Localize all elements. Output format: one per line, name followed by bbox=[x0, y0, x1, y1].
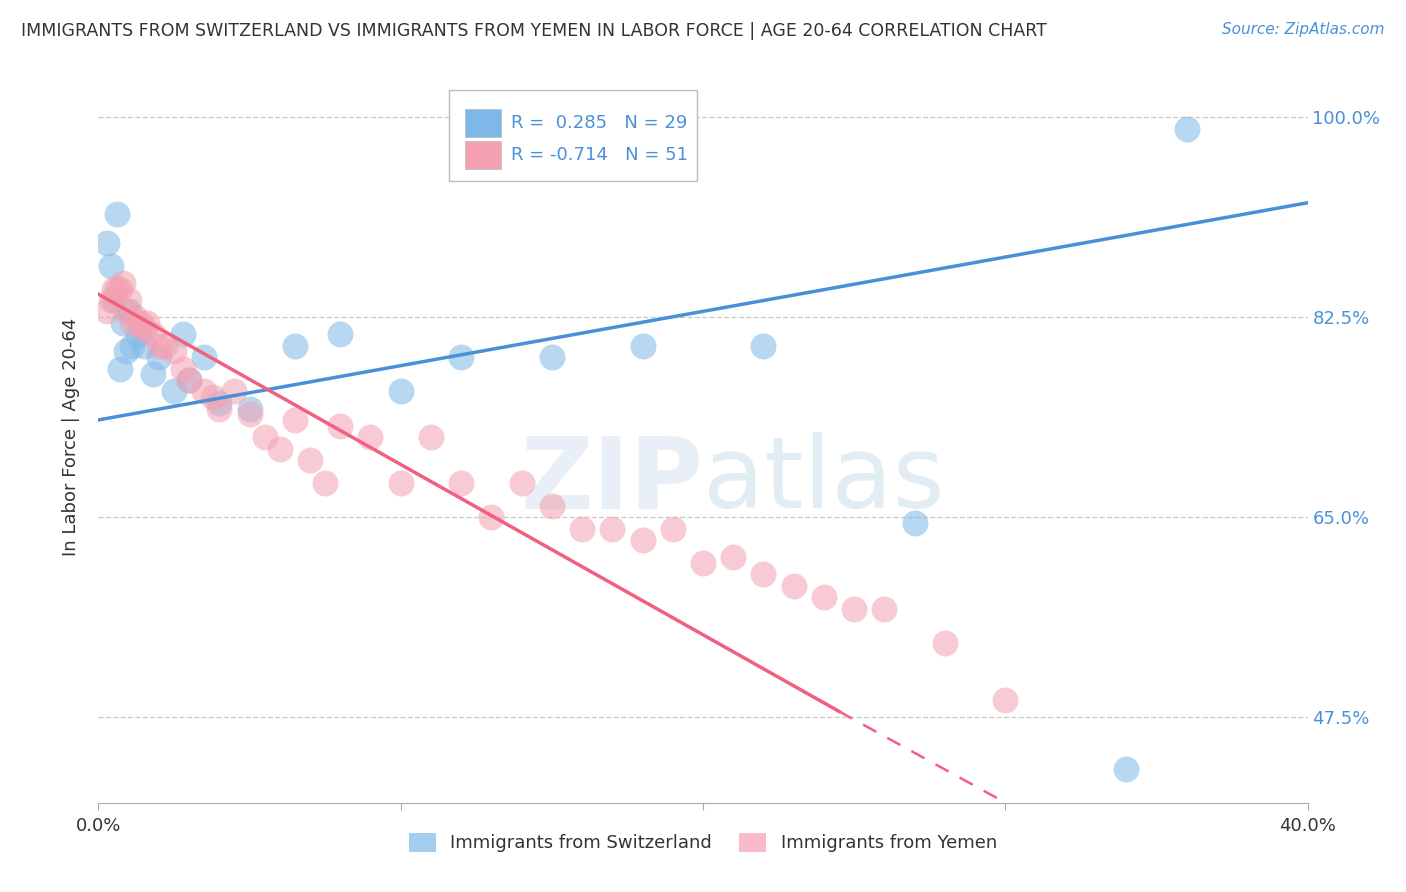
Point bbox=[148, 350, 170, 364]
Point bbox=[844, 601, 866, 615]
Point bbox=[360, 430, 382, 444]
Point bbox=[783, 579, 806, 593]
Point bbox=[994, 693, 1017, 707]
Point bbox=[135, 316, 157, 330]
Point bbox=[111, 276, 134, 290]
Point bbox=[179, 373, 201, 387]
Point bbox=[105, 207, 128, 221]
Point bbox=[510, 475, 533, 490]
Y-axis label: In Labor Force | Age 20-64: In Labor Force | Age 20-64 bbox=[62, 318, 80, 557]
Point bbox=[873, 601, 896, 615]
Point bbox=[118, 293, 141, 307]
Point bbox=[631, 338, 654, 352]
Point bbox=[202, 390, 225, 404]
Point bbox=[1175, 121, 1198, 136]
Point bbox=[121, 338, 143, 352]
Legend: Immigrants from Switzerland, Immigrants from Yemen: Immigrants from Switzerland, Immigrants … bbox=[402, 826, 1004, 860]
Text: atlas: atlas bbox=[703, 433, 945, 530]
Point bbox=[163, 384, 186, 399]
Point bbox=[314, 475, 336, 490]
Point bbox=[692, 556, 714, 570]
Point bbox=[450, 350, 472, 364]
Point bbox=[108, 281, 131, 295]
Point bbox=[253, 430, 276, 444]
Point bbox=[752, 567, 775, 582]
Point bbox=[193, 384, 215, 399]
Point bbox=[752, 338, 775, 352]
Point bbox=[96, 304, 118, 318]
Point bbox=[103, 281, 125, 295]
Point bbox=[813, 590, 835, 604]
Point bbox=[124, 310, 146, 324]
Point bbox=[148, 338, 170, 352]
Text: IMMIGRANTS FROM SWITZERLAND VS IMMIGRANTS FROM YEMEN IN LABOR FORCE | AGE 20-64 : IMMIGRANTS FROM SWITZERLAND VS IMMIGRANT… bbox=[21, 22, 1047, 40]
Point bbox=[172, 327, 194, 342]
Point bbox=[208, 401, 231, 416]
Point bbox=[661, 521, 683, 535]
Point bbox=[132, 338, 155, 352]
Point bbox=[142, 368, 165, 382]
Point bbox=[121, 316, 143, 330]
FancyBboxPatch shape bbox=[449, 90, 697, 181]
FancyBboxPatch shape bbox=[465, 141, 501, 169]
Point bbox=[284, 338, 307, 352]
Point bbox=[602, 521, 624, 535]
FancyBboxPatch shape bbox=[465, 110, 501, 137]
Point bbox=[904, 516, 927, 530]
Point bbox=[114, 344, 136, 359]
Point bbox=[153, 338, 176, 352]
Point bbox=[103, 293, 125, 307]
Point bbox=[142, 327, 165, 342]
Point bbox=[329, 327, 352, 342]
Point bbox=[571, 521, 593, 535]
Point bbox=[239, 407, 262, 421]
Point bbox=[114, 304, 136, 318]
Point bbox=[481, 510, 503, 524]
Point bbox=[389, 475, 412, 490]
Point bbox=[108, 361, 131, 376]
Point bbox=[450, 475, 472, 490]
Point bbox=[105, 281, 128, 295]
Point bbox=[163, 344, 186, 359]
Point bbox=[299, 453, 322, 467]
Point bbox=[208, 396, 231, 410]
Point bbox=[329, 418, 352, 433]
Point bbox=[100, 293, 122, 307]
Point bbox=[631, 533, 654, 547]
Text: R =  0.285   N = 29: R = 0.285 N = 29 bbox=[510, 114, 688, 132]
Point bbox=[540, 350, 562, 364]
Point bbox=[239, 401, 262, 416]
Point bbox=[723, 550, 745, 565]
Point bbox=[389, 384, 412, 399]
Point bbox=[540, 499, 562, 513]
Point bbox=[172, 361, 194, 376]
Point bbox=[193, 350, 215, 364]
Point bbox=[179, 373, 201, 387]
Point bbox=[284, 413, 307, 427]
Point bbox=[1115, 762, 1137, 776]
Point bbox=[129, 316, 152, 330]
Point bbox=[269, 442, 291, 456]
Point bbox=[127, 327, 149, 342]
Point bbox=[420, 430, 443, 444]
Text: R = -0.714   N = 51: R = -0.714 N = 51 bbox=[510, 145, 688, 164]
Text: ZIP: ZIP bbox=[520, 433, 703, 530]
Point bbox=[118, 304, 141, 318]
Point bbox=[96, 235, 118, 250]
Point bbox=[100, 259, 122, 273]
Point bbox=[934, 636, 956, 650]
Point bbox=[132, 321, 155, 335]
Text: Source: ZipAtlas.com: Source: ZipAtlas.com bbox=[1222, 22, 1385, 37]
Point bbox=[111, 316, 134, 330]
Point bbox=[224, 384, 246, 399]
